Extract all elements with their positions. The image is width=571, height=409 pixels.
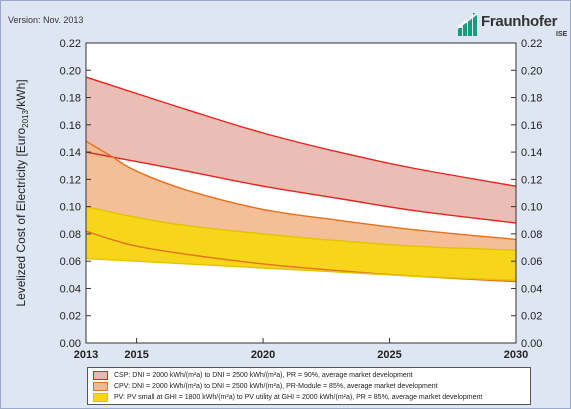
y-tick-label-right: 0.12 xyxy=(521,174,542,186)
band-pv xyxy=(86,206,516,281)
legend-swatch-csp xyxy=(93,371,108,380)
y-tick-label-left: 0.00 xyxy=(60,338,81,350)
x-axis: 2013 2015 2020 2025 2030 xyxy=(74,338,528,361)
y-axis-label: Levelized Cost of Electricity [Euro2013/… xyxy=(14,79,30,306)
y-tick-label-right: 0.18 xyxy=(521,93,542,105)
y-tick-label-left: 0.14 xyxy=(60,147,81,159)
version-label: Version: Nov. 2013 xyxy=(8,15,84,25)
y-tick-label-left: 0.22 xyxy=(60,38,81,50)
line-lower-pv xyxy=(85,257,517,281)
y-tick-label-right: 0.22 xyxy=(521,38,542,50)
y-label-end: /kWh] xyxy=(14,79,28,110)
lines-layer xyxy=(85,76,517,283)
plot-border xyxy=(85,42,517,344)
fraunhofer-logo: Fraunhofer ISE xyxy=(458,10,568,48)
line-upper-cpv xyxy=(85,140,517,241)
y-tick-label-right: 0.02 xyxy=(521,311,542,323)
y-tick-label-left: 0.08 xyxy=(60,229,81,241)
y-tick-label-right: 0.20 xyxy=(521,65,542,77)
y-tick-label-left: 0.12 xyxy=(60,174,81,186)
y-tick-label-left: 0.18 xyxy=(60,93,81,105)
y-tick-label-left: 0.06 xyxy=(60,256,81,268)
line-upper-pv xyxy=(85,205,517,251)
y-tick-label-right: 0.06 xyxy=(521,256,542,268)
y-label-sub: 2013 xyxy=(21,110,30,128)
line-lower-csp xyxy=(85,151,517,224)
x-tick-label: 2013 xyxy=(74,349,98,361)
band-csp xyxy=(86,77,516,223)
legend-label-cpv: CPV: DNI = 2000 kWh/(m²a) to DNI = 2500 … xyxy=(114,383,438,390)
y-tick-label-left: 0.20 xyxy=(60,65,81,77)
y-tick-label-right: 0.00 xyxy=(521,338,542,350)
line-upper-csp xyxy=(85,76,517,187)
legend-swatch-cpv xyxy=(93,382,108,391)
y-label-main: Levelized Cost of Electricity [Euro xyxy=(14,128,28,307)
legend-swatch-pv xyxy=(93,393,108,402)
y-axis-left: 0.00 0.02 0.04 0.06 0.08 0.10 0.12 0.14 0.16 0.18… xyxy=(60,38,91,350)
x-tick-label: 2030 xyxy=(504,349,528,361)
fraunhofer-logo-icon xyxy=(458,12,477,36)
y-axis-right: 0.00 0.02 0.04 0.06 0.08 0.10 0.12 0.14 0.16 0.18… xyxy=(511,38,542,350)
logo-wordmark: Fraunhofer xyxy=(481,13,558,30)
legend: CSP: DNI = 2000 kWh/(m²a) to DNI = 2500 … xyxy=(87,367,531,405)
y-tick-label-left: 0.02 xyxy=(60,311,81,323)
y-tick-label-right: 0.14 xyxy=(521,147,542,159)
legend-label-pv: PV: PV small at GHI = 1800 kWh/(m²a) to … xyxy=(114,394,483,401)
y-tick-label-left: 0.10 xyxy=(60,202,81,214)
y-tick-label-right: 0.10 xyxy=(521,202,542,214)
logo-subtext: ISE xyxy=(556,31,568,38)
x-tick-label: 2015 xyxy=(124,349,148,361)
x-tick-label: 2020 xyxy=(251,349,275,361)
y-tick-label-left: 0.04 xyxy=(60,283,81,295)
legend-label-csp: CSP: DNI = 2000 kWh/(m²a) to DNI = 2500 … xyxy=(114,372,413,379)
y-tick-label-left: 0.16 xyxy=(60,120,81,132)
y-tick-label-right: 0.16 xyxy=(521,120,542,132)
y-tick-label-right: 0.08 xyxy=(521,229,542,241)
y-tick-label-right: 0.04 xyxy=(521,283,542,295)
x-tick-label: 2025 xyxy=(377,349,401,361)
